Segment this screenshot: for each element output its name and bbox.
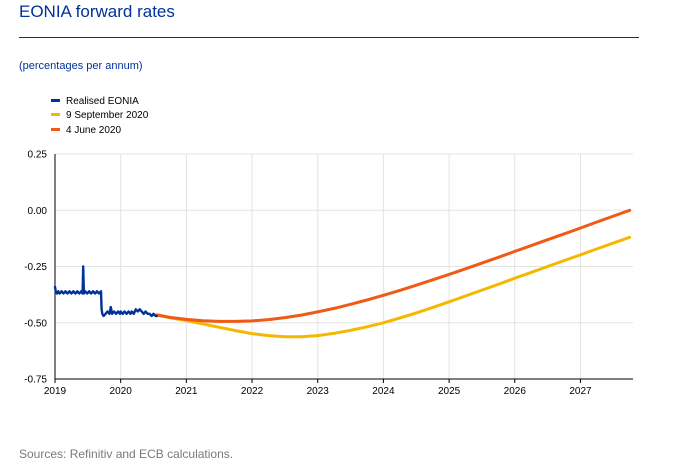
y-tick-label: -0.25 xyxy=(24,262,47,273)
series-9-september-2020 xyxy=(155,235,632,339)
chart-subtitle: (percentages per annum) xyxy=(19,60,143,72)
legend: Realised EONIA 9 September 2020 4 June 202… xyxy=(51,96,149,136)
y-axis-ticks: 0.25 0.00 -0.25 -0.50 -0.75 xyxy=(24,150,47,386)
series-realised-eonia xyxy=(53,265,159,318)
x-tick-label: 2025 xyxy=(438,386,461,397)
series-lines xyxy=(53,208,632,339)
x-tick-label: 2021 xyxy=(175,386,198,397)
axes xyxy=(54,154,633,383)
x-tick-label: 2019 xyxy=(44,386,67,397)
legend-label: 4 June 2020 xyxy=(66,125,121,136)
legend-label: 9 September 2020 xyxy=(66,110,149,121)
x-tick-label: 2020 xyxy=(110,386,133,397)
series-4-june-2020 xyxy=(155,208,632,323)
title-divider xyxy=(19,37,639,38)
x-tick-label: 2027 xyxy=(569,386,592,397)
x-tick-label: 2024 xyxy=(372,386,395,397)
y-tick-label: -0.75 xyxy=(24,375,47,386)
y-tick-label: 0.00 xyxy=(28,206,48,217)
x-axis-ticks: 2019 2020 2021 2022 2023 2024 2025 2026 2027 xyxy=(44,386,592,397)
y-tick-label: -0.50 xyxy=(24,318,47,329)
legend-label: Realised EONIA xyxy=(66,96,139,107)
chart-title: EONIA forward rates xyxy=(19,2,175,21)
source-note: Sources: Refinitiv and ECB calculations. xyxy=(19,447,234,461)
x-tick-label: 2023 xyxy=(307,386,330,397)
grid-lines xyxy=(54,153,633,380)
x-tick-label: 2022 xyxy=(241,386,264,397)
x-tick-label: 2026 xyxy=(504,386,527,397)
y-tick-label: 0.25 xyxy=(28,150,48,161)
